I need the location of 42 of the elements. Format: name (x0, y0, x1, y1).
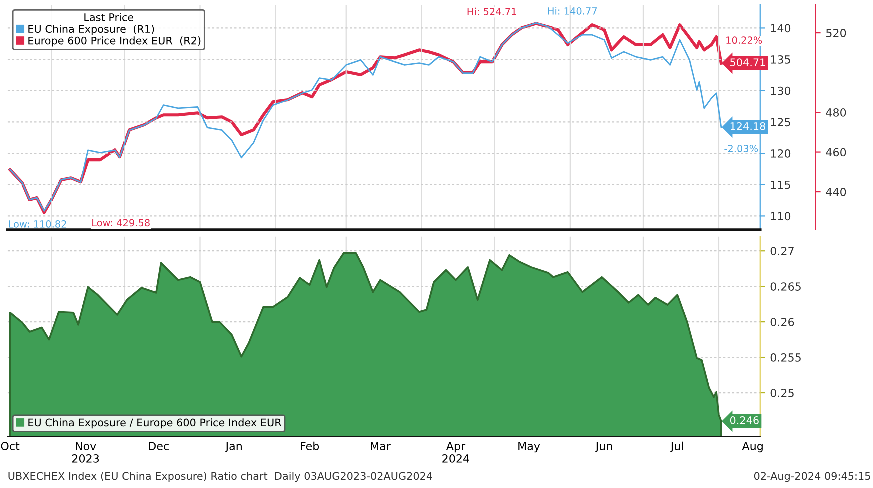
x-tick-label: Nov 2023 (72, 442, 100, 463)
y-tick-label: 135 (771, 56, 790, 64)
x-tick-label: Feb (301, 442, 320, 450)
y2-tick-label: 520 (826, 29, 846, 38)
legend-label: Europe 600 Price Index EUR (R2) (28, 36, 201, 47)
y2-tick-label: 460 (826, 148, 846, 157)
annotation: -2.03% (724, 145, 758, 152)
series-label: EU China Exposure / Europe 600 Price Index EUR (28, 418, 282, 429)
x-tick-label: Jun (595, 442, 612, 453)
annotation: 10.22% (726, 36, 762, 44)
y-tick-label: 130 (771, 86, 791, 96)
data-label: 504.71 (730, 58, 766, 66)
annotation: Low: 110.82 (9, 220, 66, 228)
y-tick-label: 0.255 (770, 354, 801, 362)
x-tick-label: Apr 2024 (442, 442, 470, 463)
x-tick-label: Dec (149, 442, 169, 450)
annotation: Hi: 140.77 (548, 7, 598, 15)
y-tick-label: 0.27 (770, 247, 794, 256)
text: 02-Aug-2024 09:45:15 (754, 472, 870, 482)
y-tick-label: 0.25 (770, 388, 794, 398)
y2-tick-label: 440 (826, 188, 846, 196)
text: UBXECHEX Index (EU China Exposure) Ratio chart Daily 03AUG2023-02AUG2024 (8, 472, 432, 482)
x-tick-label: May (518, 442, 540, 453)
data-label: 0.246 (730, 416, 759, 424)
data-label: 124.18 (730, 122, 766, 130)
y-tick-label: 0.265 (770, 282, 801, 291)
y-tick-label: 140 (771, 24, 791, 33)
x-tick-label: Jul (670, 442, 684, 453)
y-tick-label: 110 (771, 212, 791, 221)
legend-title: Last Price (84, 13, 134, 22)
y-tick-label: 115 (771, 180, 790, 190)
y-tick-label: 0.26 (770, 318, 794, 326)
y-tick-label: 125 (771, 118, 790, 127)
x-tick-label: Aug (742, 442, 763, 453)
x-tick-label: Oct (1, 442, 20, 450)
y2-tick-label: 480 (826, 108, 846, 117)
x-tick-label: Jan (225, 442, 242, 453)
legend-label: EU China Exposure (R1) (28, 25, 154, 36)
x-tick-label: Mar (371, 442, 391, 450)
annotation: Hi: 524.71 (468, 8, 516, 16)
annotation: Low: 429.58 (92, 219, 150, 227)
y-tick-label: 120 (771, 150, 791, 158)
